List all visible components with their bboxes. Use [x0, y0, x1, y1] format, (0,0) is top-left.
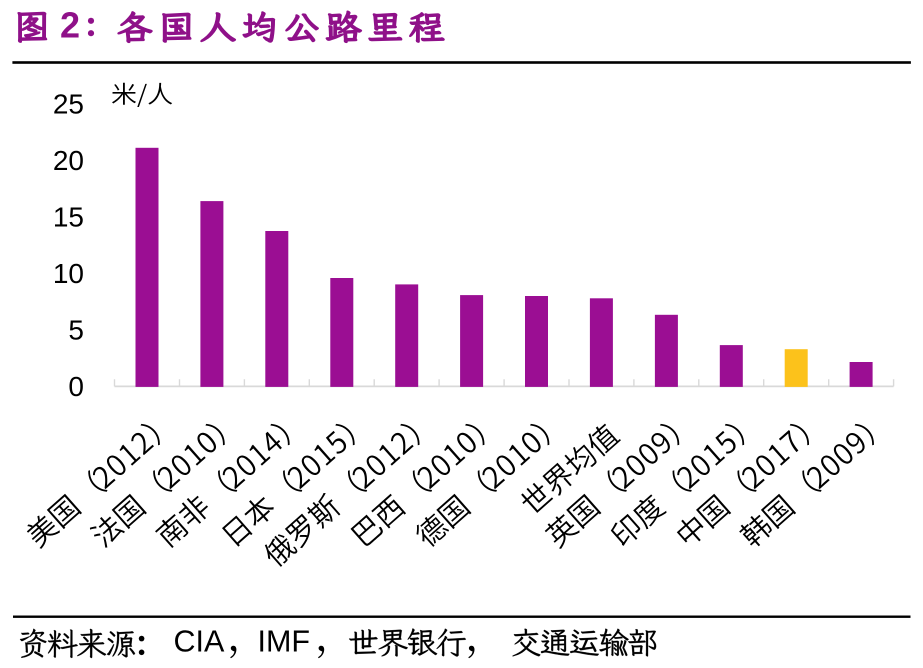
- svg-text:10: 10: [53, 258, 84, 289]
- svg-text:0: 0: [68, 371, 84, 402]
- svg-text:5: 5: [68, 314, 84, 345]
- svg-text:2: 2: [60, 4, 80, 45]
- svg-text:25: 25: [53, 89, 84, 120]
- svg-text:20: 20: [53, 145, 84, 176]
- svg-text:15: 15: [53, 202, 84, 233]
- svg-text:CIA: CIA: [174, 624, 226, 658]
- svg-text:IMF: IMF: [258, 624, 311, 658]
